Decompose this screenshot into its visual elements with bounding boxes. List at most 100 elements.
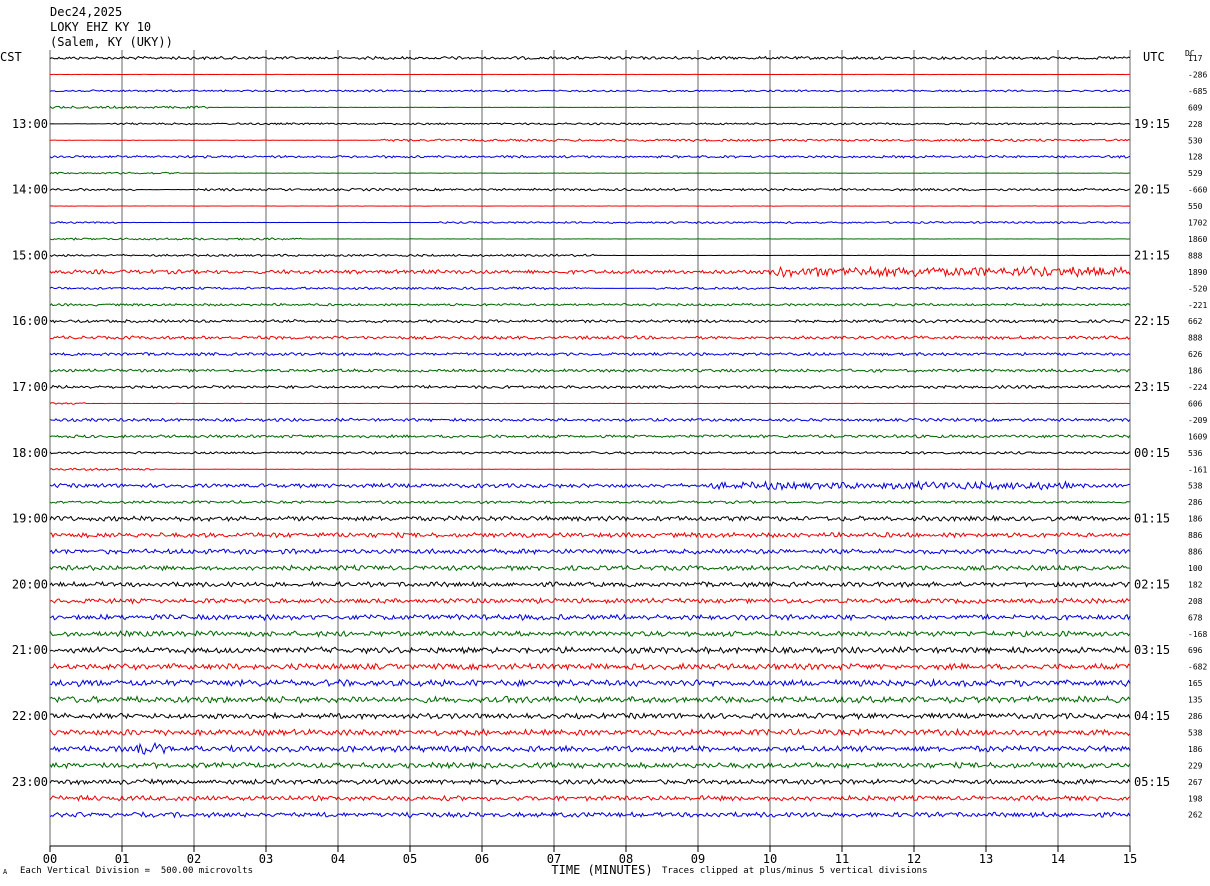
dc-offset-value: 100: [1188, 564, 1203, 573]
right-hour-label: 01:15: [1134, 512, 1170, 526]
x-tick-label: 07: [547, 852, 561, 866]
dc-offset-value: 186: [1188, 745, 1203, 754]
trace-line: [49, 286, 1131, 291]
dc-offset-value: 529: [1188, 169, 1203, 178]
trace-line: [49, 368, 1131, 373]
x-tick-label: 06: [475, 852, 489, 866]
right-hour-label: 22:15: [1134, 314, 1170, 328]
dc-offset-value: 135: [1188, 696, 1203, 705]
left-hour-label: 18:00: [12, 446, 48, 460]
trace-line: [49, 187, 1131, 192]
left-hour-label: 19:00: [12, 512, 48, 526]
x-tick-label: 04: [331, 852, 345, 866]
x-tick-label: 14: [1051, 852, 1065, 866]
trace-line: [49, 318, 1131, 324]
x-tick-label: 08: [619, 852, 633, 866]
trace-line: [49, 645, 1131, 655]
trace-line: [49, 777, 1131, 786]
dc-offset-value: 1890: [1188, 268, 1207, 277]
trace-line: [49, 662, 1131, 672]
dc-offset-value: 186: [1188, 515, 1203, 524]
trace-line: [49, 384, 1131, 390]
trace-line: [49, 433, 1131, 439]
trace-line: [49, 694, 1131, 705]
x-axis-title: TIME (MINUTES): [551, 863, 652, 877]
left-hour-label: 23:00: [12, 775, 48, 789]
trace-line: [49, 531, 1131, 539]
trace-line: [49, 711, 1131, 721]
x-tick-label: 01: [115, 852, 129, 866]
x-tick-label: 11: [835, 852, 849, 866]
trace-line: [49, 741, 1131, 755]
right-hour-label: 03:15: [1134, 643, 1170, 657]
left-hour-label: 15:00: [12, 248, 48, 262]
right-hour-label: 19:15: [1134, 117, 1170, 131]
dc-offset-value: 1609: [1188, 432, 1207, 441]
dc-offset-value: 538: [1188, 728, 1203, 737]
trace-line: [49, 629, 1131, 638]
header-location: (Salem, KY (UKY)): [50, 35, 173, 49]
dc-offset-value: 165: [1188, 679, 1203, 688]
left-hour-label: 21:00: [12, 643, 48, 657]
trace-line: [49, 55, 1131, 61]
header-date: Dec24,2025: [50, 5, 123, 19]
right-hour-label: 23:15: [1134, 380, 1170, 394]
trace-line: [49, 794, 1131, 802]
trace-line: [49, 402, 1131, 405]
trace-group: [49, 55, 1131, 819]
dc-offset-value: -209: [1188, 416, 1207, 425]
trace-line: [49, 761, 1131, 770]
dc-offset-value: 530: [1188, 136, 1203, 145]
header-station: LOKY EHZ KY 10: [50, 20, 152, 34]
dc-offset-value: 662: [1188, 317, 1203, 326]
dc-offset-value: -161: [1188, 465, 1207, 474]
dc-offset-value: 1702: [1188, 219, 1207, 228]
dc-offset-value: 886: [1188, 531, 1203, 540]
dc-offset-value: 678: [1188, 613, 1203, 622]
dc-offset-value: 696: [1188, 646, 1203, 655]
trace-line: [49, 220, 1131, 225]
dc-offset-value: -224: [1188, 383, 1207, 392]
trace-line: [49, 335, 1131, 341]
dc-offset-value: 117: [1188, 54, 1203, 63]
trace-line: [49, 596, 1131, 605]
footer-scale: Each Vertical Division = 500.00 microvol…: [20, 866, 253, 876]
corner-mark: A: [3, 868, 8, 876]
trace-line: [49, 727, 1131, 737]
dc-offset-value: 286: [1188, 712, 1203, 721]
x-tick-label: 05: [403, 852, 417, 866]
x-tick-label: 09: [691, 852, 705, 866]
dc-offset-value: 208: [1188, 597, 1203, 606]
dc-offset-value: 267: [1188, 778, 1203, 787]
trace-line: [49, 265, 1131, 279]
left-hour-labels: 13:00 14:00 15:00 16:00 17:00 18:00 19:00 20:00…: [12, 117, 48, 789]
trace-line: [49, 154, 1131, 159]
trace-line: [49, 351, 1131, 357]
right-timezone-label: UTC: [1143, 50, 1165, 64]
dc-offset-value: -520: [1188, 284, 1207, 293]
dc-offset-value: -221: [1188, 301, 1207, 310]
x-axis: 00 01 02 03 04 05 06 07 08 09 10 11 12 13 14 15: [43, 845, 1137, 866]
left-hour-label: 14:00: [12, 183, 48, 197]
dc-offset-value: 262: [1188, 811, 1203, 820]
dc-offset-value: -685: [1188, 87, 1207, 96]
dc-offset-value: -660: [1188, 186, 1207, 195]
dc-offset-labels: 117 -286 -685 609 228 530 128 529 -660 550 1702 186…: [1188, 54, 1207, 820]
dc-offset-value: -286: [1188, 70, 1207, 79]
dc-offset-value: 888: [1188, 251, 1203, 260]
trace-line: [49, 613, 1131, 622]
trace-line: [49, 302, 1131, 307]
trace-line: [49, 138, 1131, 143]
dc-offset-value: 538: [1188, 482, 1203, 491]
x-tick-label: 00: [43, 852, 57, 866]
dc-offset-value: 186: [1188, 367, 1203, 376]
trace-line: [49, 417, 1131, 423]
trace-line: [49, 499, 1131, 505]
x-tick-label: 10: [763, 852, 777, 866]
trace-line: [49, 122, 1131, 126]
left-hour-label: 17:00: [12, 380, 48, 394]
right-hour-labels: 19:15 20:15 21:15 22:15 23:15 00:15 01:15 02:15…: [1134, 117, 1170, 789]
left-timezone-label: CST: [0, 50, 22, 64]
left-hour-label: 20:00: [12, 577, 48, 591]
